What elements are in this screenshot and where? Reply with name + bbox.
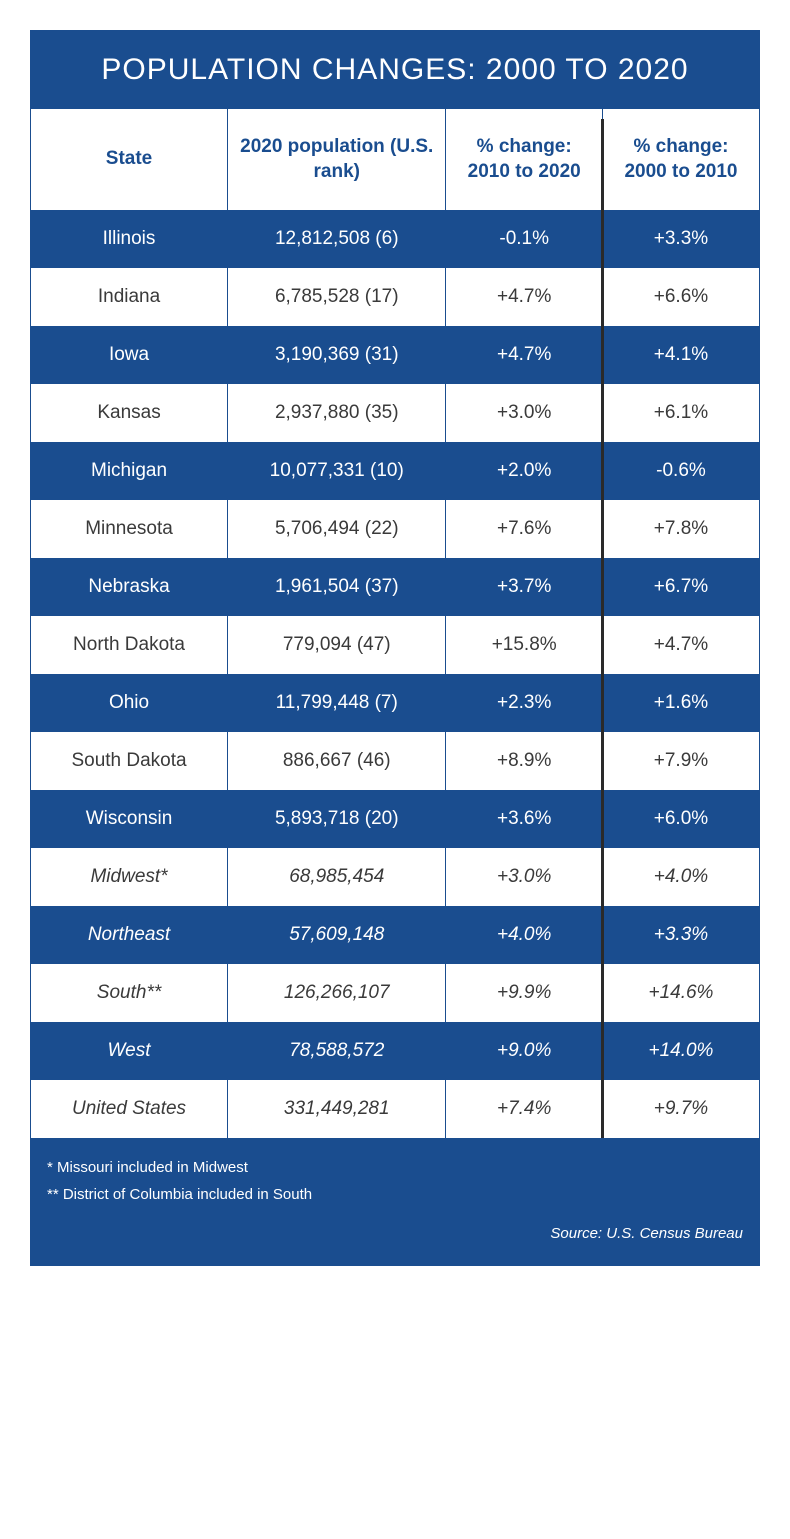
table-row: Ohio11,799,448 (7)+2.3%+1.6% bbox=[31, 674, 759, 732]
table-row: Northeast57,609,148+4.0%+3.3% bbox=[31, 906, 759, 964]
footer-notes: * Missouri included in Midwest ** Distri… bbox=[47, 1154, 743, 1208]
cell-change-2000-2010: +6.1% bbox=[602, 384, 759, 442]
header-change-2000-2010: % change: 2000 to 2010 bbox=[602, 109, 759, 210]
footer-source: Source: U.S. Census Bureau bbox=[47, 1220, 743, 1247]
cell-population: 5,706,494 (22) bbox=[228, 500, 446, 558]
cell-state: Indiana bbox=[31, 268, 228, 326]
cell-change-2010-2020: +3.7% bbox=[446, 558, 603, 616]
table-row: United States331,449,281+7.4%+9.7% bbox=[31, 1080, 759, 1138]
cell-population: 1,961,504 (37) bbox=[228, 558, 446, 616]
cell-change-2010-2020: +4.7% bbox=[446, 268, 603, 326]
cell-population: 68,985,454 bbox=[228, 848, 446, 906]
table-row: South**126,266,107+9.9%+14.6% bbox=[31, 964, 759, 1022]
table-row: Iowa3,190,369 (31)+4.7%+4.1% bbox=[31, 326, 759, 384]
cell-population: 11,799,448 (7) bbox=[228, 674, 446, 732]
header-state: State bbox=[31, 109, 228, 210]
cell-population: 78,588,572 bbox=[228, 1022, 446, 1080]
table-row: North Dakota779,094 (47)+15.8%+4.7% bbox=[31, 616, 759, 674]
cell-population: 779,094 (47) bbox=[228, 616, 446, 674]
table-row: South Dakota886,667 (46)+8.9%+7.9% bbox=[31, 732, 759, 790]
table-row: Michigan10,077,331 (10)+2.0%-0.6% bbox=[31, 442, 759, 500]
cell-change-2000-2010: +14.6% bbox=[602, 964, 759, 1022]
cell-change-2000-2010: +4.0% bbox=[602, 848, 759, 906]
cell-change-2000-2010: +3.3% bbox=[602, 906, 759, 964]
table-row: Kansas2,937,880 (35)+3.0%+6.1% bbox=[31, 384, 759, 442]
table-title: POPULATION CHANGES: 2000 TO 2020 bbox=[31, 31, 759, 109]
population-table: State 2020 population (U.S. rank) % chan… bbox=[31, 109, 759, 1138]
cell-change-2000-2010: +4.1% bbox=[602, 326, 759, 384]
cell-population: 6,785,528 (17) bbox=[228, 268, 446, 326]
cell-change-2010-2020: +9.9% bbox=[446, 964, 603, 1022]
cell-state: Midwest* bbox=[31, 848, 228, 906]
cell-change-2010-2020: +4.7% bbox=[446, 326, 603, 384]
cell-state: United States bbox=[31, 1080, 228, 1138]
cell-change-2010-2020: +3.0% bbox=[446, 848, 603, 906]
cell-population: 5,893,718 (20) bbox=[228, 790, 446, 848]
cell-change-2010-2020: +9.0% bbox=[446, 1022, 603, 1080]
header-population: 2020 population (U.S. rank) bbox=[228, 109, 446, 210]
cell-state: South Dakota bbox=[31, 732, 228, 790]
table-row: Midwest*68,985,454+3.0%+4.0% bbox=[31, 848, 759, 906]
table-row: Minnesota5,706,494 (22)+7.6%+7.8% bbox=[31, 500, 759, 558]
cell-change-2010-2020: +7.4% bbox=[446, 1080, 603, 1138]
cell-state: Illinois bbox=[31, 210, 228, 268]
cell-change-2000-2010: +6.6% bbox=[602, 268, 759, 326]
cell-state: Ohio bbox=[31, 674, 228, 732]
table-row: Illinois12,812,508 (6)-0.1%+3.3% bbox=[31, 210, 759, 268]
cell-state: West bbox=[31, 1022, 228, 1080]
cell-population: 2,937,880 (35) bbox=[228, 384, 446, 442]
cell-change-2000-2010: +6.7% bbox=[602, 558, 759, 616]
cell-change-2010-2020: +15.8% bbox=[446, 616, 603, 674]
cell-change-2010-2020: +3.6% bbox=[446, 790, 603, 848]
footnote-1: * Missouri included in Midwest bbox=[47, 1154, 743, 1181]
cell-change-2010-2020: +7.6% bbox=[446, 500, 603, 558]
table-row: Indiana6,785,528 (17)+4.7%+6.6% bbox=[31, 268, 759, 326]
cell-state: Northeast bbox=[31, 906, 228, 964]
cell-population: 126,266,107 bbox=[228, 964, 446, 1022]
cell-change-2000-2010: +4.7% bbox=[602, 616, 759, 674]
cell-change-2010-2020: +4.0% bbox=[446, 906, 603, 964]
cell-state: Kansas bbox=[31, 384, 228, 442]
cell-change-2000-2010: +7.8% bbox=[602, 500, 759, 558]
cell-change-2010-2020: -0.1% bbox=[446, 210, 603, 268]
cell-change-2000-2010: +3.3% bbox=[602, 210, 759, 268]
cell-state: Minnesota bbox=[31, 500, 228, 558]
cell-change-2000-2010: +9.7% bbox=[602, 1080, 759, 1138]
cell-state: South** bbox=[31, 964, 228, 1022]
cell-population: 3,190,369 (31) bbox=[228, 326, 446, 384]
cell-change-2010-2020: +3.0% bbox=[446, 384, 603, 442]
cell-population: 12,812,508 (6) bbox=[228, 210, 446, 268]
cell-state: Wisconsin bbox=[31, 790, 228, 848]
cell-population: 331,449,281 bbox=[228, 1080, 446, 1138]
cell-change-2010-2020: +2.0% bbox=[446, 442, 603, 500]
population-table-container: POPULATION CHANGES: 2000 TO 2020 State 2… bbox=[30, 30, 760, 1266]
header-change-2010-2020: % change: 2010 to 2020 bbox=[446, 109, 603, 210]
cell-population: 10,077,331 (10) bbox=[228, 442, 446, 500]
cell-state: Iowa bbox=[31, 326, 228, 384]
cell-population: 57,609,148 bbox=[228, 906, 446, 964]
cell-change-2010-2020: +2.3% bbox=[446, 674, 603, 732]
cell-change-2010-2020: +8.9% bbox=[446, 732, 603, 790]
table-row: Nebraska1,961,504 (37)+3.7%+6.7% bbox=[31, 558, 759, 616]
table-footer: * Missouri included in Midwest ** Distri… bbox=[31, 1138, 759, 1265]
cell-state: North Dakota bbox=[31, 616, 228, 674]
cell-change-2000-2010: -0.6% bbox=[602, 442, 759, 500]
header-row: State 2020 population (U.S. rank) % chan… bbox=[31, 109, 759, 210]
cell-state: Nebraska bbox=[31, 558, 228, 616]
cell-change-2000-2010: +7.9% bbox=[602, 732, 759, 790]
cell-population: 886,667 (46) bbox=[228, 732, 446, 790]
cell-change-2000-2010: +6.0% bbox=[602, 790, 759, 848]
cell-state: Michigan bbox=[31, 442, 228, 500]
cell-change-2000-2010: +14.0% bbox=[602, 1022, 759, 1080]
table-row: West78,588,572+9.0%+14.0% bbox=[31, 1022, 759, 1080]
footnote-2: ** District of Columbia included in Sout… bbox=[47, 1181, 743, 1208]
cell-change-2000-2010: +1.6% bbox=[602, 674, 759, 732]
table-row: Wisconsin5,893,718 (20)+3.6%+6.0% bbox=[31, 790, 759, 848]
